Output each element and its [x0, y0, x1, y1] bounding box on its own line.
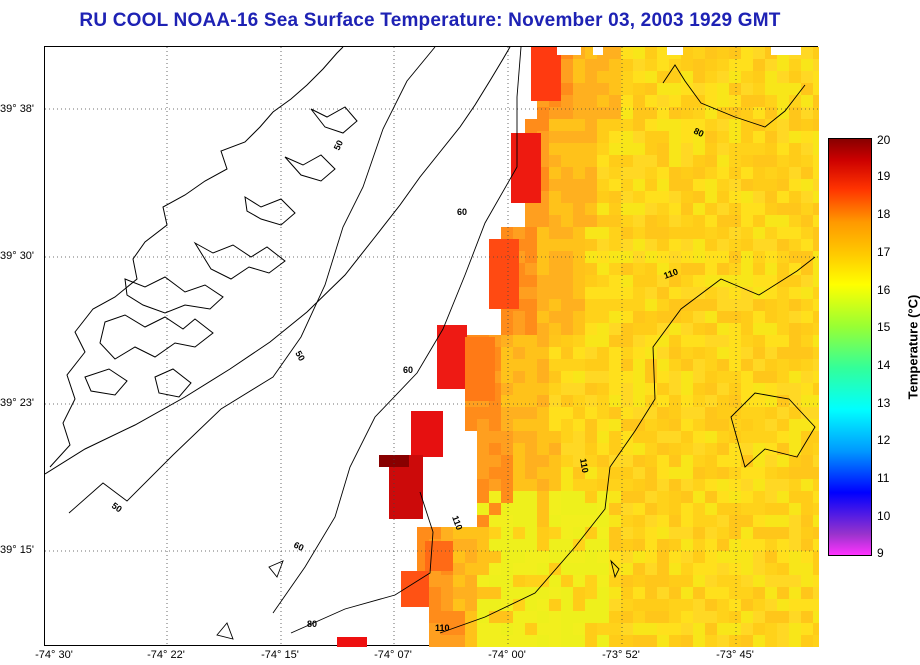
contour-label-110-d: 110 [662, 267, 679, 281]
warm-patch-11 [337, 637, 367, 647]
contour-closed-1 [730, 392, 816, 468]
colorbar-tick-17: 17 [877, 245, 891, 259]
contour-label-50-a: 50 [110, 500, 124, 514]
warm-patch-8 [379, 455, 409, 467]
coastline [45, 47, 511, 475]
contour-label-60-a: 60 [292, 540, 305, 553]
contour-80 [290, 491, 434, 634]
coastline-marsh-3 [193, 241, 286, 280]
colorbar-tick-12: 12 [877, 433, 891, 447]
contour-labels: 50 50 50 60 60 60 80 80 110 110 110 110 [110, 126, 706, 633]
colorbar-tick-16: 16 [877, 283, 891, 297]
colorbar-title: Temperature (°C) [905, 294, 920, 400]
colorbar-tick-11: 11 [877, 471, 890, 485]
coastline-marsh-1 [99, 314, 214, 360]
warm-patch-4 [437, 325, 467, 389]
no-data-notch-4 [771, 47, 801, 55]
warm-patch-2 [511, 133, 541, 203]
lon-label-74-07: -74° 07' [374, 649, 412, 661]
contour-label-60-b: 60 [403, 365, 413, 375]
colorbar-tick-15: 15 [877, 320, 891, 334]
contour-closed-3 [216, 622, 234, 640]
contour-60 [272, 47, 522, 614]
warm-patch-1 [531, 47, 561, 101]
contour-label-110-a: 110 [435, 623, 450, 633]
contour-label-80-a: 80 [307, 619, 317, 629]
sst-map-canvas: 50 50 50 60 60 60 80 80 110 110 110 110 [45, 47, 819, 647]
contour-50 [68, 47, 436, 514]
lat-label-39-30: 39° 30' [0, 250, 35, 262]
contour-label-60-c: 60 [457, 207, 467, 217]
warm-patch-3 [489, 239, 519, 309]
lon-label-74-15: -74° 15' [261, 649, 299, 661]
colorbar-tick-19: 19 [877, 169, 891, 183]
sst-pixel-field [417, 47, 819, 647]
sst-warm-patches [337, 47, 801, 647]
colorbar-tick-18: 18 [877, 207, 891, 221]
coastline-barrier-island [45, 47, 511, 475]
coastline-mainland [49, 47, 344, 468]
lon-label-74-00: -74° 00' [488, 649, 526, 661]
grid-lines [45, 47, 819, 647]
contour-110-north [662, 64, 806, 128]
lat-label-39-23: 39° 23' [0, 397, 35, 409]
bathymetry-contours [68, 47, 816, 640]
contour-110-west [439, 256, 816, 634]
colorbar-tick-9: 9 [877, 546, 884, 560]
coastline-marsh-8 [154, 368, 192, 398]
temperature-colorbar [828, 138, 872, 556]
coastline-marsh-5 [284, 154, 336, 182]
colorbar-tick-14: 14 [877, 358, 891, 372]
sst-map: 50 50 50 60 60 60 80 80 110 110 110 110 [44, 46, 819, 647]
warm-patch-6 [411, 411, 443, 457]
warm-patch-5 [465, 337, 495, 401]
contour-label-110-c: 110 [578, 458, 590, 474]
coastline-marsh-7 [84, 368, 128, 396]
colorbar-tick-20: 20 [877, 133, 891, 147]
lat-label-39-15: 39° 15' [0, 544, 35, 556]
contour-label-50-c: 50 [332, 139, 345, 152]
contour-closed-4 [610, 559, 620, 579]
no-data-notch-3 [667, 47, 683, 55]
contour-label-50-b: 50 [293, 349, 307, 363]
contour-closed-2 [268, 560, 284, 578]
lon-label-74-30: -74° 30' [35, 649, 73, 661]
colorbar-tick-10: 10 [877, 509, 891, 523]
coastline-marsh-6 [310, 106, 358, 134]
no-data-notch-1 [557, 47, 581, 55]
contour-label-110-b: 110 [450, 514, 464, 531]
map-title: RU COOL NOAA-16 Sea Surface Temperature:… [79, 10, 781, 31]
lon-label-74-22: -74° 22' [147, 649, 185, 661]
contour-label-80-b: 80 [692, 126, 705, 139]
coastline-marsh-4 [244, 196, 296, 226]
lat-label-39-38: 39° 38' [0, 103, 35, 115]
warm-patch-9 [425, 541, 453, 571]
lon-label-73-52: -73° 52' [602, 649, 640, 661]
no-data-notch-2 [593, 47, 603, 55]
coastline-marsh-2 [124, 276, 224, 314]
lon-label-73-45: -73° 45' [716, 649, 754, 661]
colorbar-tick-13: 13 [877, 396, 891, 410]
